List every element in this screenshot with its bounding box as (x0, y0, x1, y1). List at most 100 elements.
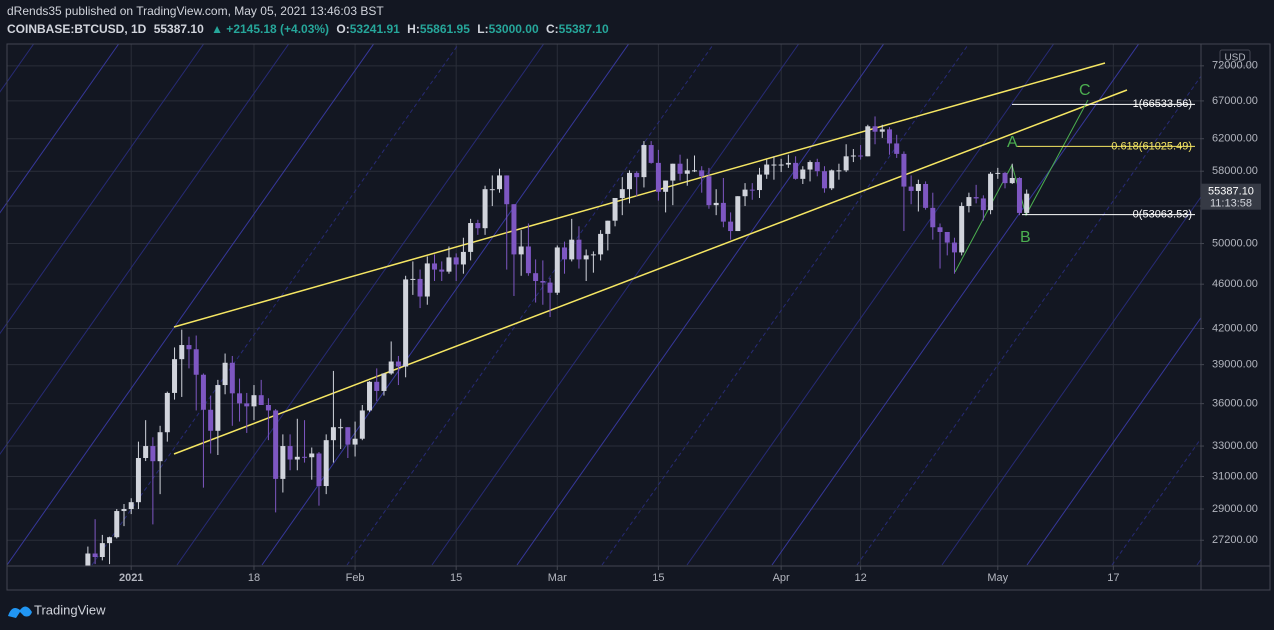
fib-label: 0(53063.53) (1133, 208, 1192, 220)
candle-body (1016, 177, 1022, 213)
time-axis-bg (0, 566, 1274, 630)
candle-body (258, 395, 264, 405)
y-tick-label: 62000.00 (1212, 133, 1258, 145)
candle-body (511, 204, 517, 255)
candle-body (251, 395, 257, 407)
candle-body (670, 163, 676, 181)
currency: USD (1224, 53, 1245, 64)
y-tick-label: 50000.00 (1212, 237, 1258, 249)
candle-body (980, 198, 986, 211)
y-tick-label: 58000.00 (1212, 165, 1258, 177)
candle-body (966, 197, 972, 207)
header-bg (0, 0, 1274, 44)
fork-line (0, 24, 218, 335)
candle-body (410, 278, 416, 280)
fork-line (431, 24, 813, 566)
candle-body (598, 233, 604, 255)
fork-line (6, 24, 388, 566)
candle-body (800, 169, 806, 179)
candle-body (208, 409, 214, 431)
candle-body (829, 170, 835, 189)
candle-body (576, 239, 582, 260)
wave-label: C (1079, 82, 1091, 99)
candle-body (619, 189, 625, 198)
wave-label: A (1007, 134, 1018, 151)
candle-body (562, 247, 568, 260)
fib-retracement: 1(66533.56) 0.618(61025.49) 0(53063.53) (1012, 98, 1195, 220)
candle-body (99, 543, 105, 558)
candle-body (540, 281, 546, 283)
candle-body (460, 251, 466, 265)
candle-body (995, 172, 1001, 174)
l-label: L: (477, 22, 488, 36)
channel-line (173, 89, 1128, 455)
candle-body (432, 263, 438, 270)
wave-label: B (1020, 229, 1031, 246)
candle-body (684, 170, 690, 174)
y-tick-label: 67000.00 (1212, 95, 1258, 107)
candle-body (135, 458, 141, 503)
candle-body (749, 189, 755, 191)
candle-body (865, 126, 871, 157)
h-label: H: (407, 22, 420, 36)
y-tick-label: 36000.00 (1212, 398, 1258, 410)
candle-body (193, 349, 199, 375)
y-tick-label: 42000.00 (1212, 322, 1258, 334)
candle-body (872, 126, 878, 132)
candle-body (302, 456, 308, 458)
x-tick-label: 17 (1107, 572, 1119, 584)
published-line: dRends35 published on TradingView.com, M… (7, 4, 384, 18)
y-tick-label: 33000.00 (1212, 440, 1258, 452)
o-label: O: (336, 22, 349, 36)
candle-body (107, 537, 113, 544)
candle-body (309, 453, 315, 458)
symbol-line: COINBASE:BTCUSD, 1D 55387.10 ▲ +2145.18 … (7, 22, 609, 36)
candle-body (785, 162, 791, 165)
candle-body (901, 153, 907, 187)
fork-line (0, 24, 303, 456)
fork-line (686, 24, 1068, 566)
candle-body (200, 374, 206, 410)
candle-body (525, 246, 531, 274)
candle-body (121, 509, 127, 512)
candle-body (728, 221, 734, 232)
candle-body (569, 239, 575, 260)
candle-body (439, 269, 445, 272)
candle-body (381, 373, 387, 391)
candle-body (735, 196, 741, 232)
axes: 72000.0067000.0062000.0058000.0054000.00… (119, 60, 1261, 584)
y-tick-label: 31000.00 (1212, 470, 1258, 482)
fork-line (771, 24, 1153, 566)
candle-body (504, 175, 510, 205)
c-label: C: (546, 22, 559, 36)
h-value: 55861.95 (420, 22, 470, 36)
candle-body (388, 361, 394, 374)
candles (85, 116, 1030, 592)
candle-body (648, 145, 654, 163)
candle-body (164, 392, 170, 433)
candle-body (359, 410, 365, 439)
price-label-box (1201, 183, 1261, 210)
candle-body (229, 362, 235, 394)
candle-body (172, 359, 178, 393)
candle-body (944, 231, 950, 243)
candle-body (273, 410, 279, 479)
candle-body (128, 502, 134, 510)
candle-body (424, 263, 430, 297)
currency-box (1219, 49, 1251, 67)
candle-body (323, 440, 329, 487)
x-tick-label: 15 (652, 572, 664, 584)
candle-body (367, 381, 373, 411)
candle-body (706, 176, 712, 206)
fork-line (856, 24, 1238, 566)
symbol: COINBASE:BTCUSD, 1D (7, 22, 147, 36)
price-axis-bg (1201, 44, 1274, 566)
candle-body (691, 170, 697, 172)
candle-body (814, 162, 820, 172)
candle-body (583, 255, 589, 260)
candle-body (908, 186, 914, 191)
candle-body (879, 129, 885, 132)
candle-body (92, 553, 98, 558)
candle-body (959, 206, 965, 253)
